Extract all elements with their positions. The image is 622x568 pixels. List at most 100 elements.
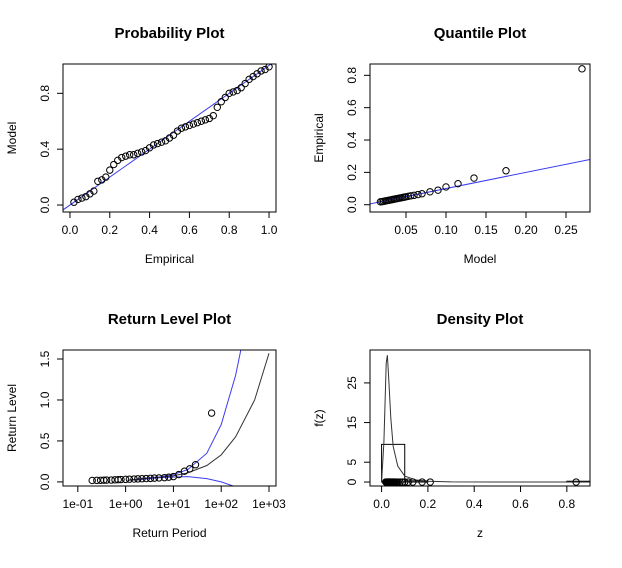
point: [414, 190, 422, 199]
point: [578, 65, 586, 73]
y-axis-label: Empirical: [312, 113, 326, 162]
y-tick-label: 0.8: [345, 67, 359, 84]
point: [418, 190, 426, 198]
point: [102, 476, 111, 484]
point: [454, 179, 462, 188]
point: [137, 148, 146, 156]
point: [217, 97, 225, 106]
point: [197, 117, 206, 125]
point: [225, 89, 233, 98]
x-tick-label: 1e+00: [109, 497, 143, 511]
y-axis-label: Return Level: [5, 384, 19, 452]
y-tick-label: 0.4: [38, 141, 52, 158]
data-point: [426, 478, 434, 486]
y-tick-label: 0.0: [38, 196, 52, 213]
plot-area: [381, 355, 590, 486]
point: [134, 475, 142, 483]
plot-frame: [369, 349, 591, 487]
y-tick-label: 0.2: [345, 164, 359, 181]
point: [470, 174, 478, 182]
y-tick-label: 0.0: [345, 196, 359, 213]
x-tick-label: 0.25: [554, 223, 578, 237]
point: [201, 116, 210, 124]
data-point: [398, 478, 407, 486]
x-tick-label: 1e+03: [252, 497, 286, 511]
point: [125, 475, 134, 483]
y-tick-label: 0.6: [345, 99, 359, 116]
data-point: [572, 478, 580, 486]
point: [102, 173, 110, 181]
point: [165, 473, 173, 481]
point: [191, 460, 200, 469]
point: [122, 152, 130, 160]
chart-title: Probability Plot: [114, 25, 224, 42]
x-tick-label: 0.6: [512, 497, 529, 511]
y-tick-label: 0.5: [38, 432, 52, 449]
data-point: [396, 478, 404, 486]
data-point: [401, 478, 409, 486]
point: [146, 474, 155, 483]
point: [407, 192, 415, 200]
plot-frame: [62, 63, 277, 213]
data-point: [404, 478, 412, 486]
point: [94, 177, 102, 185]
point: [142, 474, 150, 483]
y-axis-label: f(z): [312, 409, 326, 426]
x-tick-label: 0.10: [434, 223, 458, 237]
y-tick-label: 1.0: [38, 391, 52, 408]
point: [410, 191, 418, 200]
point: [117, 475, 125, 484]
x-tick-label: 1e+01: [157, 497, 191, 511]
histogram-bar: [381, 443, 406, 483]
point: [241, 79, 249, 88]
plot-frame: [369, 63, 591, 213]
y-tick-label: 0.8: [38, 85, 52, 102]
point: [175, 470, 183, 479]
point: [90, 187, 98, 195]
point: [265, 64, 273, 71]
point: [78, 194, 86, 202]
point: [149, 141, 158, 149]
point: [114, 475, 122, 484]
x-tick-label: 0.15: [474, 223, 498, 237]
x-tick-label: 0.4: [466, 497, 483, 511]
y-tick-label: 0.4: [345, 131, 359, 148]
y-tick-label: 25: [345, 376, 359, 390]
point: [100, 476, 108, 484]
chart-title: Return Level Plot: [108, 311, 231, 328]
point: [502, 167, 510, 175]
density-curve: [381, 355, 590, 483]
point: [434, 186, 442, 194]
point: [442, 183, 450, 191]
point: [74, 195, 82, 204]
plot-frame: [62, 349, 277, 487]
plot-area: [370, 65, 590, 206]
point: [209, 111, 217, 120]
point: [129, 151, 138, 159]
point: [229, 88, 237, 96]
point: [155, 474, 163, 482]
point: [93, 476, 101, 485]
point: [110, 160, 118, 169]
x-tick-label: 0.20: [514, 223, 538, 237]
point: [221, 93, 229, 102]
point: [121, 475, 130, 484]
point: [150, 474, 159, 482]
x-tick-label: 0.2: [101, 223, 118, 237]
y-axis-label: Model: [5, 122, 19, 155]
x-tick-label: 0.0: [373, 497, 390, 511]
x-tick-label: 1.0: [261, 223, 278, 237]
point: [177, 124, 186, 132]
x-axis-label: Model: [464, 252, 497, 266]
point: [257, 67, 265, 75]
data-point: [418, 478, 426, 486]
x-tick-label: 0.0: [62, 223, 79, 237]
point: [237, 84, 245, 92]
point: [193, 118, 202, 127]
chart-title: Density Plot: [437, 311, 524, 328]
point: [185, 121, 194, 130]
point: [213, 103, 221, 111]
point: [106, 166, 114, 174]
chart-title: Quantile Plot: [434, 25, 527, 42]
